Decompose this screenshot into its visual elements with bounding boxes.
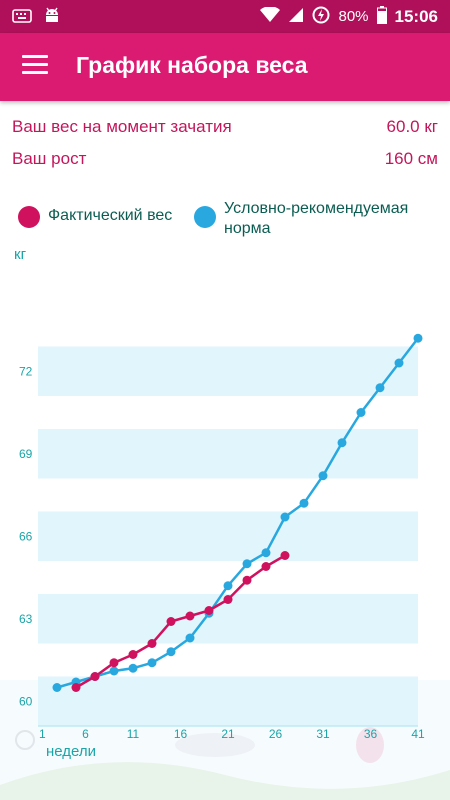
series-0-point-6: [185, 611, 195, 621]
signal-icon: [288, 7, 304, 27]
height-row: Ваш рост 160 см: [12, 149, 438, 173]
x-tick-label-7: 36: [364, 727, 378, 741]
keyboard-icon: [12, 7, 32, 25]
series-1-point-0: [52, 683, 62, 692]
x-tick-label-8: 41: [411, 727, 425, 741]
app-bar: График набора веса: [0, 33, 450, 101]
wifi-icon: [260, 5, 281, 27]
series-1-point-7: [185, 633, 195, 643]
weight-value: 60.0 кг: [386, 117, 438, 136]
clock: 15:06: [394, 6, 438, 26]
grid-band-0: [38, 676, 418, 726]
series-1-point-14: [318, 471, 328, 481]
series-0-point-11: [280, 551, 290, 560]
background-balloon: [356, 727, 384, 763]
battery-icon: [376, 5, 387, 28]
weight-row: Ваш вес на момент зачатия 60.0 кг: [12, 117, 438, 141]
background-sun: [15, 730, 35, 750]
grid-band-3: [38, 429, 418, 479]
series-0-point-7: [204, 606, 214, 615]
status-bar: 80% 15:06: [0, 0, 450, 33]
y-tick-label-1: 63: [19, 612, 33, 626]
series-0-point-4: [147, 639, 157, 648]
series-1-point-11: [261, 548, 271, 558]
data-saver-icon: [312, 6, 330, 28]
series-1-point-15: [337, 438, 347, 448]
series-0-point-5: [166, 617, 176, 626]
battery-percent: 80%: [338, 8, 369, 25]
series-1-point-5: [147, 658, 157, 668]
page-title: График набора веса: [76, 52, 308, 78]
series-1-point-13: [299, 498, 309, 508]
series-0-point-1: [90, 672, 100, 681]
x-axis-label: недели: [46, 743, 96, 760]
background-hill: [0, 762, 450, 800]
series-1-point-19: [413, 333, 423, 343]
legend-actual-dot: [18, 206, 40, 228]
series-0-point-10: [261, 562, 271, 571]
legend-norm-label: Условно-рекомендуемая норма: [224, 200, 409, 237]
x-tick-label-1: 6: [82, 727, 89, 741]
y-tick-label-2: 66: [19, 529, 33, 543]
y-tick-label-4: 72: [19, 364, 33, 378]
x-tick-label-6: 31: [316, 727, 330, 741]
x-tick-label-5: 26: [269, 727, 283, 741]
height-label: Ваш рост: [12, 149, 87, 168]
series-1-point-4: [128, 663, 138, 673]
series-0-point-8: [223, 595, 233, 604]
background-cloud: [175, 733, 255, 757]
height-value: 160 см: [384, 149, 438, 168]
x-tick-label-4: 21: [221, 727, 235, 741]
legend-norm-dot: [194, 206, 216, 228]
weight-label: Ваш вес на момент зачатия: [12, 117, 232, 136]
series-1-point-6: [166, 647, 176, 657]
y-axis-label: кг: [14, 246, 27, 263]
series-0-point-0: [71, 683, 81, 692]
series-1-point-3: [109, 666, 119, 676]
series-1-point-18: [394, 358, 404, 368]
legend-norm: Условно-рекомендуемая норма: [194, 199, 444, 239]
x-tick-label-0: 1: [39, 727, 46, 741]
series-0-point-9: [242, 575, 252, 585]
series-1-point-17: [375, 383, 385, 393]
menu-icon[interactable]: [22, 55, 48, 77]
series-0-point-3: [128, 650, 138, 659]
series-1-point-9: [223, 581, 233, 591]
series-0-point-2: [109, 658, 119, 668]
series-1-point-16: [356, 408, 366, 417]
series-1-point-12: [280, 512, 290, 522]
legend-actual: Фактический вес: [18, 206, 172, 228]
android-icon: [42, 7, 62, 25]
x-tick-label-2: 11: [127, 727, 140, 741]
series-1-point-10: [242, 559, 252, 569]
grid-band-2: [38, 511, 418, 561]
legend-actual-label: Фактический вес: [48, 207, 173, 224]
grid-band-4: [38, 346, 418, 396]
y-tick-label-3: 69: [19, 447, 33, 461]
x-tick-label-3: 16: [174, 727, 188, 741]
y-tick-label-0: 60: [19, 694, 33, 708]
